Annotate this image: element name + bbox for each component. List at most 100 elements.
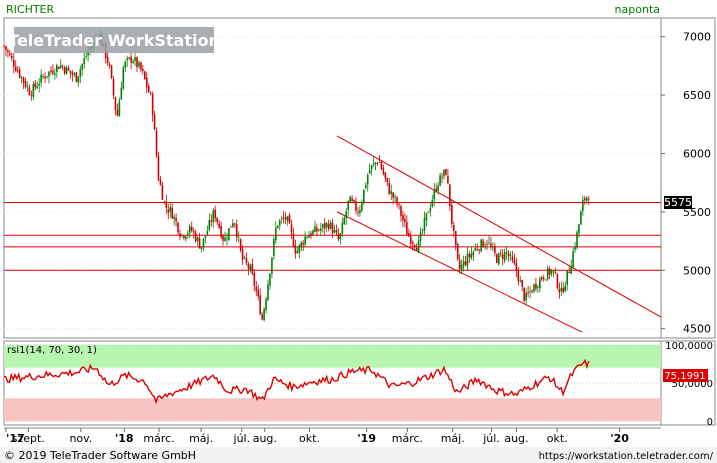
- candle-body: [544, 279, 547, 281]
- candle-body: [533, 284, 535, 292]
- candle-body: [265, 298, 267, 310]
- candle-body: [368, 169, 371, 174]
- candle-body: [271, 257, 273, 274]
- candle-body: [447, 175, 449, 184]
- candle-body: [290, 224, 293, 233]
- candle-body: [349, 196, 351, 202]
- candle-body: [548, 268, 551, 275]
- candle-body: [153, 114, 156, 130]
- candle-body: [445, 169, 447, 175]
- candle-body: [65, 66, 68, 75]
- candle-body: [38, 84, 41, 86]
- candle-body: [192, 230, 195, 233]
- candle-body: [198, 237, 201, 249]
- time-tick-label: nov.: [69, 432, 92, 445]
- candle-body: [441, 176, 443, 178]
- candle-body: [261, 314, 263, 320]
- candle-body: [87, 51, 89, 56]
- candle-body: [419, 232, 422, 241]
- candle-body: [513, 259, 516, 264]
- candle-body: [34, 82, 37, 88]
- candle-body: [425, 212, 428, 221]
- rsi-tick-label: 0: [707, 417, 713, 428]
- candle-body: [499, 252, 502, 254]
- time-tick-label: máj.: [189, 432, 213, 445]
- candle-body: [124, 61, 127, 68]
- candle-body: [83, 58, 85, 65]
- candle-body: [408, 233, 410, 237]
- candle-body: [292, 233, 295, 247]
- source-url[interactable]: https://workstation.teletrader.com/: [539, 451, 714, 462]
- price-tick-label: 6500: [683, 89, 711, 102]
- candle-body: [558, 288, 561, 293]
- candle-body: [429, 207, 432, 212]
- candle-body: [443, 169, 445, 177]
- candle-body: [235, 224, 238, 238]
- candle-body: [433, 189, 436, 200]
- candle-body: [208, 220, 211, 230]
- candle-body: [521, 279, 524, 287]
- candle-body: [228, 228, 230, 240]
- candle-body: [255, 286, 258, 291]
- candle-body: [206, 230, 209, 236]
- candle-body: [179, 233, 181, 237]
- candle-body: [402, 214, 404, 221]
- candle-body: [259, 295, 261, 315]
- copyright-text: © 2019 TeleTrader Software GmbH: [4, 449, 196, 462]
- candle-body: [163, 201, 166, 203]
- candle-body: [249, 265, 252, 271]
- candle-body: [540, 277, 543, 280]
- candle-body: [392, 192, 394, 198]
- trend-line: [336, 135, 662, 318]
- candle-body: [288, 214, 291, 224]
- candle-body: [11, 56, 13, 59]
- candle-body: [517, 269, 520, 282]
- candle-body: [269, 273, 271, 286]
- candle-body: [331, 222, 334, 234]
- candle-body: [140, 62, 142, 70]
- candle-body: [439, 175, 441, 186]
- candle-body: [527, 292, 529, 294]
- candle-body: [79, 69, 82, 77]
- price-panel: 7000 6500 6000 5500 5000 4500 TeleTrader Work…: [3, 3, 716, 339]
- candle-body: [145, 77, 148, 88]
- candle-body: [585, 197, 588, 201]
- candle-body: [85, 56, 87, 57]
- candle-body: [253, 273, 256, 286]
- candle-body: [296, 251, 299, 254]
- candle-body: [353, 199, 355, 202]
- candle-body: [149, 92, 152, 94]
- candle-body: [56, 65, 58, 72]
- candle-body: [456, 243, 459, 260]
- candle-body: [7, 50, 9, 53]
- candle-body: [454, 231, 457, 245]
- candle-body: [574, 246, 576, 250]
- candle-body: [539, 278, 541, 289]
- candle-body: [494, 246, 496, 254]
- candle-body: [222, 235, 224, 241]
- candle-body: [73, 73, 76, 75]
- candle-body: [167, 209, 170, 213]
- candle-body: [116, 109, 119, 116]
- candle-body: [173, 216, 175, 219]
- candle-body: [226, 238, 228, 240]
- candle-body: [378, 161, 381, 163]
- candle-body: [501, 254, 504, 259]
- candle-body: [130, 56, 132, 63]
- candle-body: [165, 201, 168, 208]
- candle-body: [210, 220, 213, 222]
- watermark: TeleTrader WorkStation: [8, 27, 220, 53]
- candle-body: [36, 86, 39, 89]
- candle-body: [204, 235, 207, 239]
- candle-body: [237, 237, 240, 239]
- candle-body: [478, 249, 481, 251]
- candle-body: [374, 162, 377, 165]
- candle-body: [406, 222, 408, 235]
- candle-body: [511, 256, 514, 261]
- rsi-line: [3, 358, 590, 405]
- candle-body: [460, 264, 463, 270]
- candle-body: [16, 70, 19, 72]
- price-tick-label: 5500: [683, 206, 711, 219]
- candle-body: [214, 209, 217, 219]
- candle-body: [294, 245, 297, 254]
